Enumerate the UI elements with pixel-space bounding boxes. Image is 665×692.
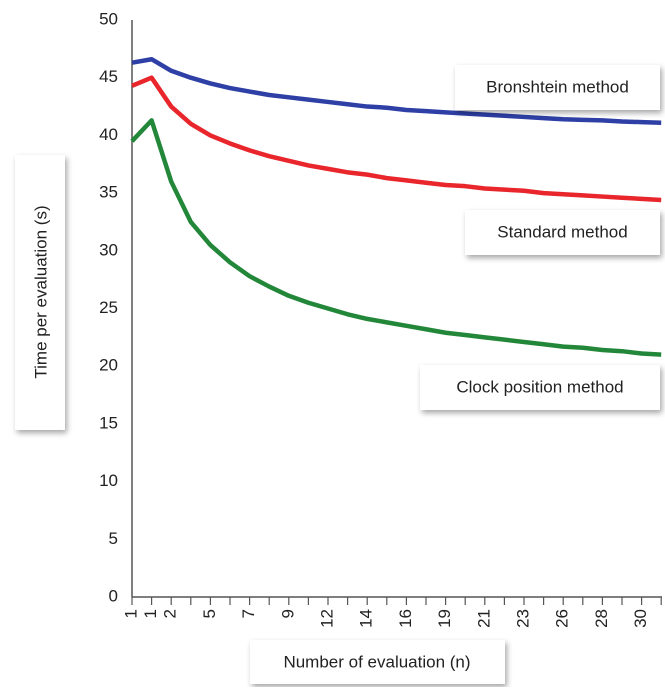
x-tick-label: 9 (278, 609, 297, 618)
x-tick-label: 7 (239, 609, 258, 618)
line-series (130, 118, 662, 357)
line-series (131, 56, 662, 125)
legend-label: Clock position method (456, 377, 623, 396)
x-axis-title: Number of evaluation (n) (283, 652, 470, 671)
x-tick-label: 2 (161, 609, 180, 618)
y-tick-label: 10 (99, 471, 118, 490)
line-series (131, 75, 662, 203)
y-tick-label: 25 (99, 298, 118, 317)
x-tick-label: 14 (357, 609, 376, 628)
x-tick-label: 1 (141, 609, 160, 618)
x-tick-label: 16 (396, 609, 415, 628)
y-tick-label: 50 (99, 9, 118, 28)
x-tick-label: 12 (317, 609, 336, 628)
legend-box (420, 365, 660, 410)
y-tick-label: 0 (109, 586, 118, 605)
y-tick-label: 30 (99, 240, 118, 259)
y-title-box (15, 155, 65, 430)
legend-box (455, 65, 660, 110)
y-tick-label: 40 (99, 125, 118, 144)
legend-label: Bronshtein method (486, 77, 629, 96)
y-tick-label: 35 (99, 183, 118, 202)
x-tick-label: 30 (631, 609, 650, 628)
y-tick-label: 20 (99, 356, 118, 375)
legend-box (465, 210, 660, 255)
y-axis-title: Time per evaluation (s) (31, 205, 50, 378)
x-title-box (250, 640, 505, 684)
x-tick-label: 28 (592, 609, 611, 628)
x-tick-label: 19 (435, 609, 454, 628)
x-tick-label: 21 (474, 609, 493, 628)
y-tick-label: 15 (99, 413, 118, 432)
y-tick-label: 45 (99, 67, 118, 86)
x-tick-label: 26 (553, 609, 572, 628)
x-tick-label: 1 (121, 609, 140, 618)
legend-label: Standard method (497, 222, 627, 241)
x-tick-label: 5 (200, 609, 219, 618)
y-tick-label: 5 (109, 529, 118, 548)
x-tick-label: 23 (513, 609, 532, 628)
